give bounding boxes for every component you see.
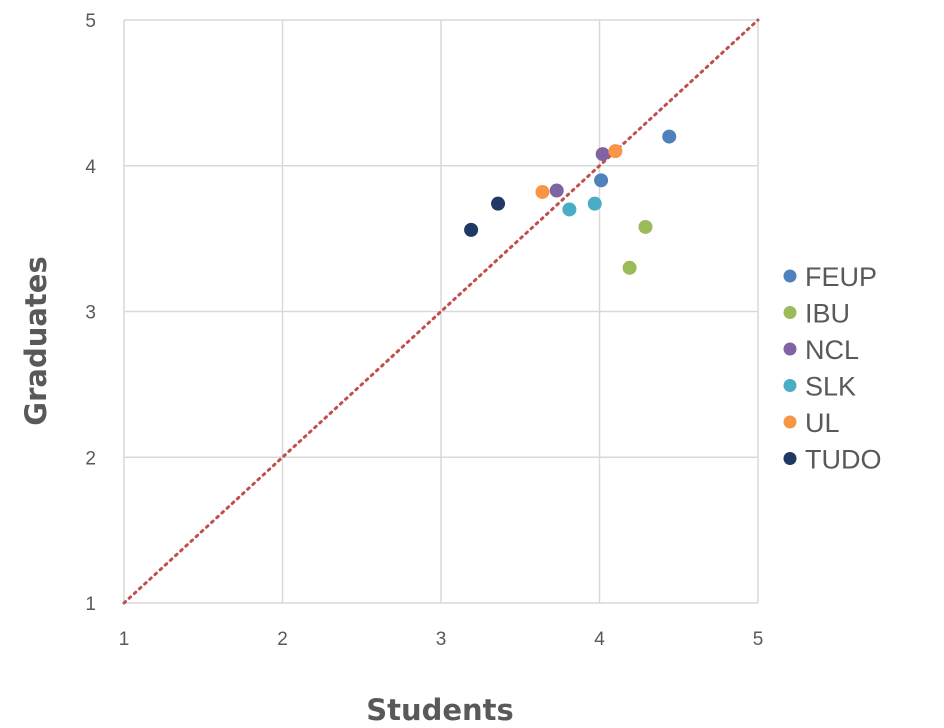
data-point-tudo [491, 196, 506, 211]
x-tick-label: 5 [753, 629, 764, 650]
data-point-feup [594, 173, 609, 188]
legend-marker-feup [783, 269, 797, 283]
y-tick-label: 5 [85, 11, 96, 32]
y-tick-label: 2 [85, 448, 96, 469]
legend-label-slk: SLK [805, 372, 856, 402]
y-axis-title: Graduates [19, 256, 53, 425]
legend-marker-slk [783, 379, 797, 392]
legend-label-feup: FEUP [805, 262, 877, 292]
data-point-feup [662, 129, 677, 144]
legend-marker-tudo [783, 452, 797, 465]
tick-labels: 1 2 3 4 5 1 2 3 4 5 [85, 11, 763, 650]
legend-marker-ncl [783, 342, 797, 356]
legend-label-tudo: TUDO [805, 445, 882, 475]
data-point-slk [587, 196, 602, 211]
grid [123, 19, 759, 604]
legend-label-ibu: IBU [805, 299, 850, 329]
legend-marker-ul [783, 415, 797, 429]
data-point-ul [608, 144, 623, 159]
y-tick-label: 3 [85, 303, 96, 324]
y-tick-label: 1 [85, 594, 96, 615]
x-tick-label: 4 [594, 629, 605, 650]
data-point-ncl [549, 183, 564, 198]
legend: FEUP IBU NCL SLK UL TUDO [783, 262, 882, 475]
data-point-tudo [464, 222, 479, 237]
data-point-ibu [638, 219, 653, 234]
y-tick-label: 4 [85, 157, 96, 178]
x-tick-label: 2 [277, 629, 288, 650]
x-tick-label: 3 [436, 629, 447, 650]
data-points [464, 129, 677, 275]
data-point-ncl [595, 147, 610, 162]
data-point-ul [535, 184, 550, 199]
legend-label-ncl: NCL [805, 335, 859, 365]
x-tick-label: 1 [119, 629, 130, 650]
data-point-slk [562, 202, 577, 217]
legend-marker-ibu [783, 306, 797, 319]
legend-label-ul: UL [805, 408, 840, 438]
x-axis-title: Students [366, 693, 514, 727]
data-point-ibu [622, 260, 637, 275]
